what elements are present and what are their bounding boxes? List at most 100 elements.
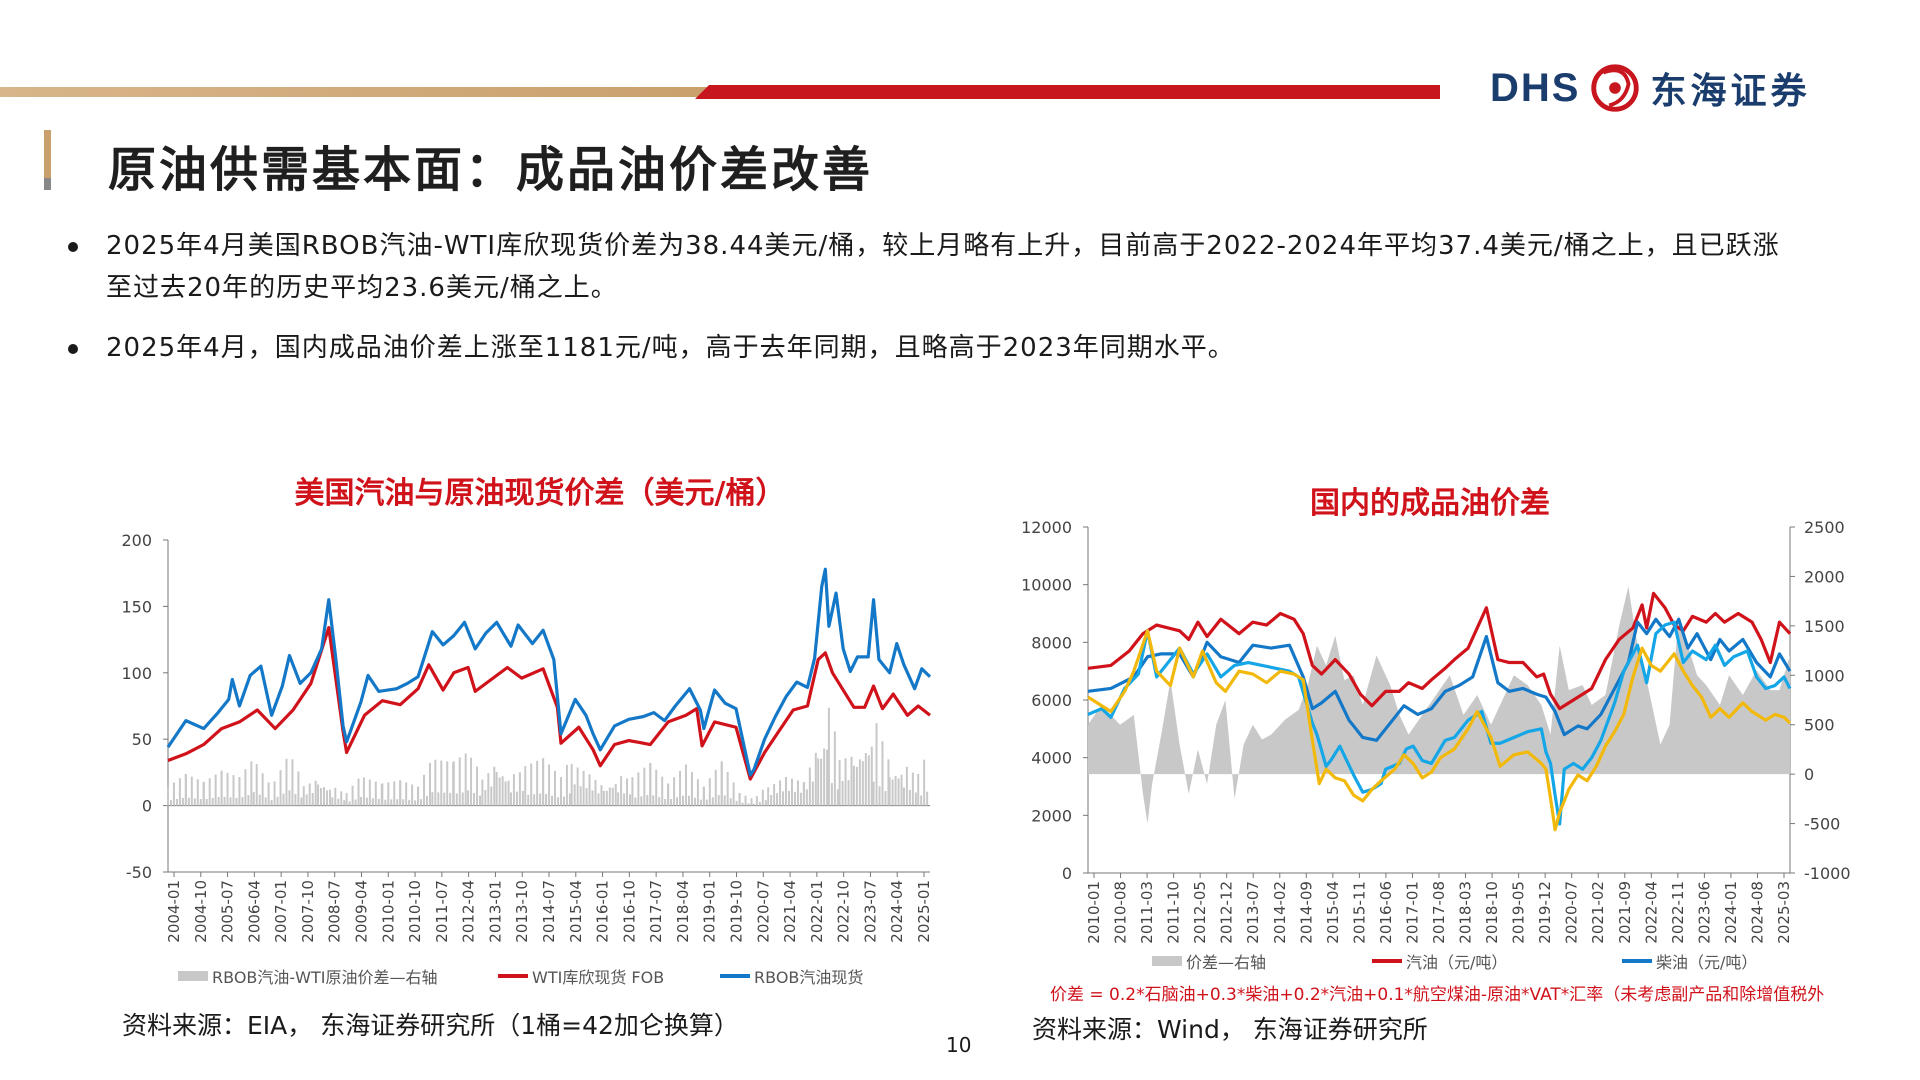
spread-bar bbox=[371, 798, 374, 806]
x-tick-label: 2019-12 bbox=[1536, 881, 1554, 944]
spread-bar bbox=[354, 799, 357, 806]
spread-bar bbox=[776, 793, 779, 806]
spread-bar bbox=[359, 797, 362, 806]
spread-bar bbox=[214, 774, 217, 806]
spread-bar bbox=[345, 792, 348, 806]
legend-label: RBOB汽油现货 bbox=[754, 968, 863, 987]
spread-bar bbox=[365, 797, 368, 806]
spread-bar bbox=[252, 792, 255, 806]
legend-label: RBOB汽油-WTI原油价差—右轴 bbox=[212, 968, 437, 987]
spread-bar bbox=[452, 761, 455, 806]
spread-bar bbox=[551, 795, 554, 806]
spread-bar bbox=[490, 786, 493, 806]
spread-bar bbox=[562, 796, 565, 806]
us-crack-spread-chart: 200 150 100 50 0 -50 2004-01 2004-10 2005-07 2006… bbox=[121, 531, 933, 987]
spread-bar bbox=[875, 723, 878, 806]
spread-bar bbox=[362, 777, 365, 806]
spread-bar bbox=[602, 790, 605, 806]
spread-bar bbox=[408, 799, 411, 806]
spread-bar bbox=[411, 784, 414, 806]
spread-bar bbox=[536, 760, 539, 806]
spread-bar bbox=[723, 795, 726, 806]
header-gold-bar bbox=[0, 87, 720, 97]
spread-bar bbox=[478, 795, 481, 806]
spread-bar bbox=[381, 783, 384, 806]
spread-bar bbox=[294, 793, 297, 806]
spread-bar bbox=[343, 800, 346, 806]
spread-bar bbox=[570, 764, 573, 806]
x-tick-label: 2012-12 bbox=[1218, 881, 1236, 944]
spread-bar bbox=[770, 795, 773, 806]
spread-bar bbox=[591, 790, 594, 806]
spread-bar bbox=[738, 792, 741, 806]
spread-bar bbox=[620, 776, 623, 806]
spread-bar bbox=[735, 800, 738, 806]
spread-bar bbox=[576, 767, 579, 806]
legend-label: 汽油（元/吨） bbox=[1406, 953, 1507, 972]
spread-bar bbox=[434, 759, 437, 806]
spread-bar bbox=[790, 778, 793, 806]
spread-bar bbox=[827, 707, 830, 806]
spread-bar bbox=[747, 803, 750, 806]
spread-bar bbox=[530, 763, 533, 806]
logo-latin: DHS bbox=[1490, 65, 1581, 110]
spread-bar bbox=[699, 799, 702, 806]
title-accent-bar bbox=[44, 130, 51, 190]
spread-bar bbox=[314, 780, 317, 806]
y-tick-label: 50 bbox=[132, 730, 152, 749]
x-tick-label: 2017-01 bbox=[1403, 881, 1421, 944]
spread-bar bbox=[565, 764, 568, 806]
right-chart-title: 国内的成品油价差 bbox=[1310, 486, 1550, 521]
spread-bar bbox=[696, 779, 699, 806]
x-tick-label: 2022-01 bbox=[808, 880, 826, 943]
bullet-text: 2025年4月，国内成品油价差上涨至1181元/吨，高于去年同期，且略高于202… bbox=[106, 333, 1235, 363]
x-tick-label: 2015-04 bbox=[567, 880, 585, 943]
spread-bar bbox=[423, 774, 426, 806]
x-tick-label: 2014-02 bbox=[1271, 881, 1289, 944]
legend-label: 柴油（元/吨） bbox=[1656, 953, 1757, 972]
x-tick-label: 2024-08 bbox=[1748, 881, 1766, 944]
spread-bar bbox=[690, 771, 693, 806]
x-tick-label: 2017-08 bbox=[1430, 881, 1448, 944]
spread-bar bbox=[288, 790, 291, 806]
x-tick-label: 2016-06 bbox=[1377, 881, 1395, 944]
x-tick-label: 2017-07 bbox=[647, 880, 665, 943]
x-tick-label: 2007-10 bbox=[299, 880, 317, 943]
bullet-dot-icon bbox=[68, 344, 78, 354]
spread-bar bbox=[334, 787, 337, 806]
spread-bar bbox=[658, 797, 661, 806]
x-tick-label: 2025-01 bbox=[915, 880, 933, 943]
spread-bar bbox=[793, 791, 796, 806]
x-tick-label: 2013-10 bbox=[513, 880, 531, 943]
spread-bar bbox=[414, 800, 417, 806]
y-tick-label: 12000 bbox=[1021, 518, 1072, 537]
x-tick-label: 2023-07 bbox=[861, 880, 879, 943]
y-tick-label: -50 bbox=[126, 863, 152, 882]
x-tick-label: 2020-07 bbox=[1563, 881, 1581, 944]
y-tick-label: 0 bbox=[1062, 864, 1072, 883]
spread-bar bbox=[805, 789, 808, 806]
x-tick-label: 2011-10 bbox=[1165, 881, 1183, 944]
spread-bar bbox=[244, 769, 247, 806]
spread-bar bbox=[588, 774, 591, 806]
x-tick-label: 2024-01 bbox=[1722, 881, 1740, 944]
y-tick-label: 2000 bbox=[1031, 806, 1072, 825]
spread-bar bbox=[258, 794, 261, 806]
spread-bar bbox=[317, 784, 320, 806]
spread-bar bbox=[428, 762, 431, 806]
spread-bar bbox=[926, 791, 929, 806]
legend-swatch bbox=[1152, 956, 1182, 966]
spread-bar bbox=[652, 795, 655, 806]
logo-chinese: 东海证券 bbox=[1650, 71, 1811, 112]
spread-bar bbox=[440, 760, 443, 806]
x-tick-label: 2010-01 bbox=[379, 880, 397, 943]
x-tick-label: 2021-04 bbox=[781, 880, 799, 943]
spread-bar bbox=[196, 779, 199, 806]
spread-bar bbox=[220, 770, 223, 806]
y-tick-label: 0 bbox=[142, 797, 152, 816]
y-tick-label: 100 bbox=[121, 664, 152, 683]
x-tick-label: 2007-01 bbox=[272, 880, 290, 943]
spread-bar bbox=[473, 792, 476, 806]
spread-bar bbox=[368, 779, 371, 806]
left-chart-title: 美国汽油与原油现货价差（美元/桶） bbox=[294, 476, 786, 511]
